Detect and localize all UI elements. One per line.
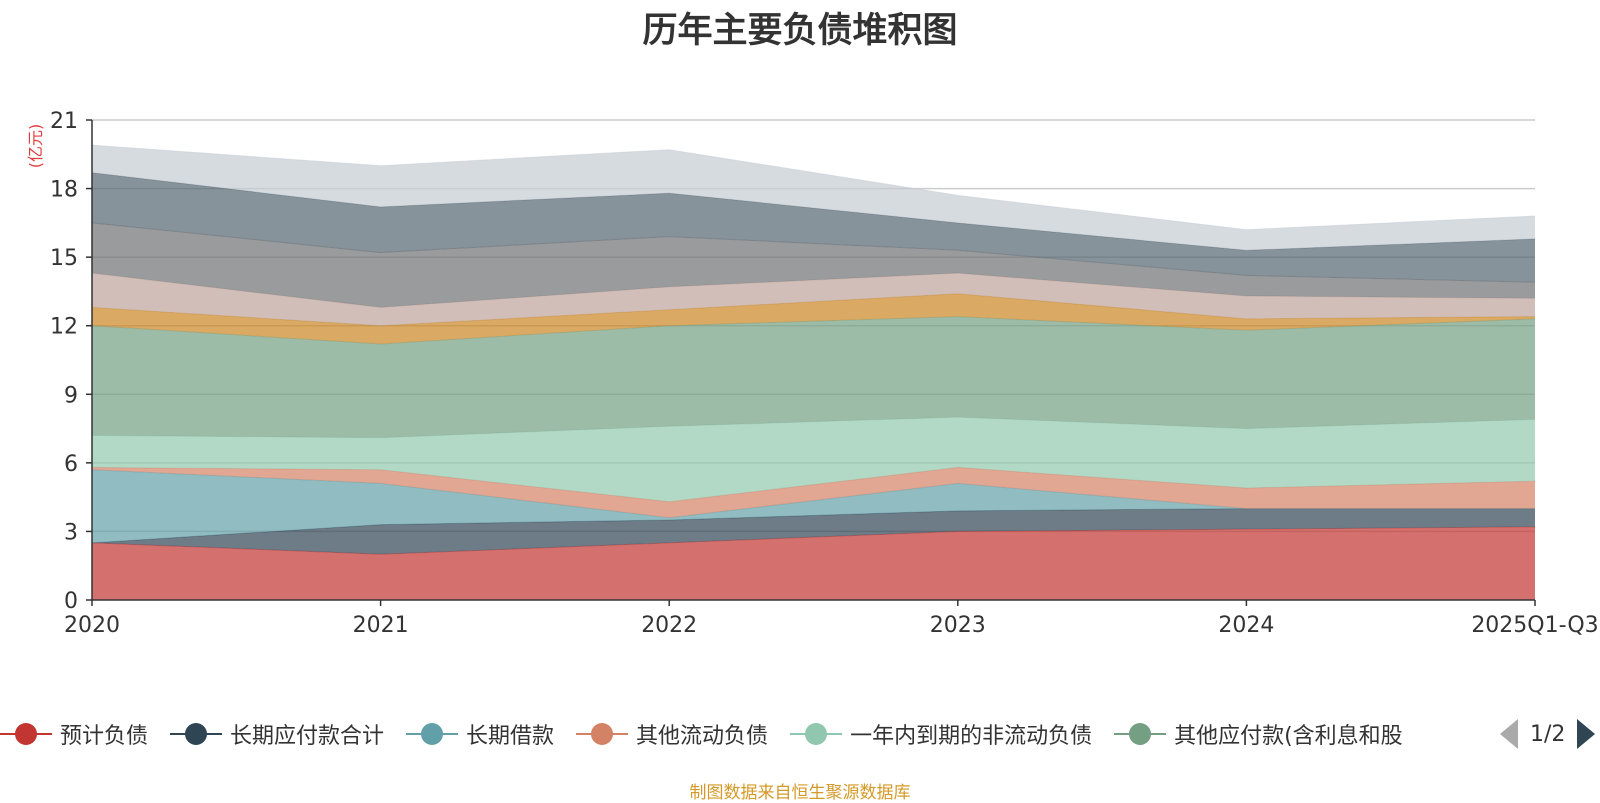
legend-item[interactable]: 长期借款 bbox=[406, 718, 554, 750]
area-series-1 bbox=[92, 526, 1535, 600]
legend-item[interactable]: 长期应付款合计 bbox=[170, 718, 384, 750]
legend-marker-icon bbox=[170, 722, 223, 746]
legend-next-page-icon[interactable] bbox=[1577, 719, 1596, 749]
area-series-4 bbox=[92, 467, 1535, 518]
legend-page-indicator: 1/2 bbox=[1530, 721, 1566, 747]
y-tick-label: 12 bbox=[50, 315, 78, 340]
y-tick-label: 6 bbox=[64, 452, 78, 477]
legend-marker-icon bbox=[406, 722, 459, 746]
legend-label: 长期借款 bbox=[466, 724, 555, 749]
data-source-note: 制图数据来自恒生聚源数据库 bbox=[689, 783, 911, 803]
area-series-10 bbox=[92, 172, 1535, 283]
y-tick-label: 3 bbox=[64, 520, 78, 545]
x-tick-label: 2020 bbox=[64, 613, 120, 638]
legend-marker-icon bbox=[0, 722, 52, 746]
y-tick-label: 21 bbox=[50, 109, 78, 134]
legend-item[interactable]: 一年内到期的非流动负债 bbox=[790, 718, 1092, 750]
legend-label: 一年内到期的非流动负债 bbox=[850, 724, 1093, 749]
legend-marker-icon bbox=[1114, 722, 1167, 746]
x-tick-label: 2021 bbox=[353, 613, 409, 638]
area-series-11 bbox=[92, 145, 1535, 251]
x-tick-label: 2023 bbox=[930, 613, 986, 638]
chart-title: 历年主要负债堆积图 bbox=[642, 11, 958, 51]
x-tick-label: 2024 bbox=[1218, 613, 1274, 638]
legend-marker-icon bbox=[790, 722, 843, 746]
legend-pager: 1/2 bbox=[1500, 718, 1600, 750]
area-series-6 bbox=[92, 316, 1535, 438]
legend-label: 其他流动负债 bbox=[636, 724, 769, 749]
x-tick-label: 2022 bbox=[641, 613, 697, 638]
area-series-8 bbox=[92, 273, 1535, 326]
area-series-5 bbox=[92, 417, 1535, 502]
y-tick-label: 15 bbox=[50, 246, 78, 271]
legend-prev-page-icon[interactable] bbox=[1500, 719, 1518, 749]
area-series-7 bbox=[92, 293, 1535, 344]
legend-label: 其他应付款(含利息和股 bbox=[1174, 724, 1403, 749]
legend-label: 预计负债 bbox=[60, 724, 149, 749]
y-tick-label: 18 bbox=[50, 178, 78, 203]
legend-marker-icon bbox=[576, 722, 629, 746]
area-series-9 bbox=[92, 222, 1535, 308]
x-tick-label: 2025Q1-Q3 bbox=[1471, 613, 1598, 638]
y-tick-label: 0 bbox=[64, 589, 78, 614]
stacked-area-chart: 0 3 6 9 12 15 18 21 2020 2021 2022 2023 2024 2025Q1-Q… bbox=[50, 109, 1599, 638]
legend-item[interactable]: 其他应付款(含利息和股 bbox=[1114, 718, 1403, 750]
legend-item[interactable]: 预计负债 bbox=[0, 718, 148, 750]
area-series-line-1 bbox=[91, 526, 1536, 555]
legend-item[interactable]: 其他流动负债 bbox=[576, 718, 768, 750]
area-series-2 bbox=[92, 508, 1535, 555]
legend-label: 长期应付款合计 bbox=[230, 724, 385, 749]
legend: 预计负债 长期应付款合计 长期借款 其他流动负债 一年内到期的非流动负债 其他应付款(含利… bbox=[0, 716, 1500, 752]
area-series-3 bbox=[92, 469, 1535, 543]
y-tick-label: 9 bbox=[64, 383, 78, 408]
area-series-line-11 bbox=[91, 144, 1536, 231]
